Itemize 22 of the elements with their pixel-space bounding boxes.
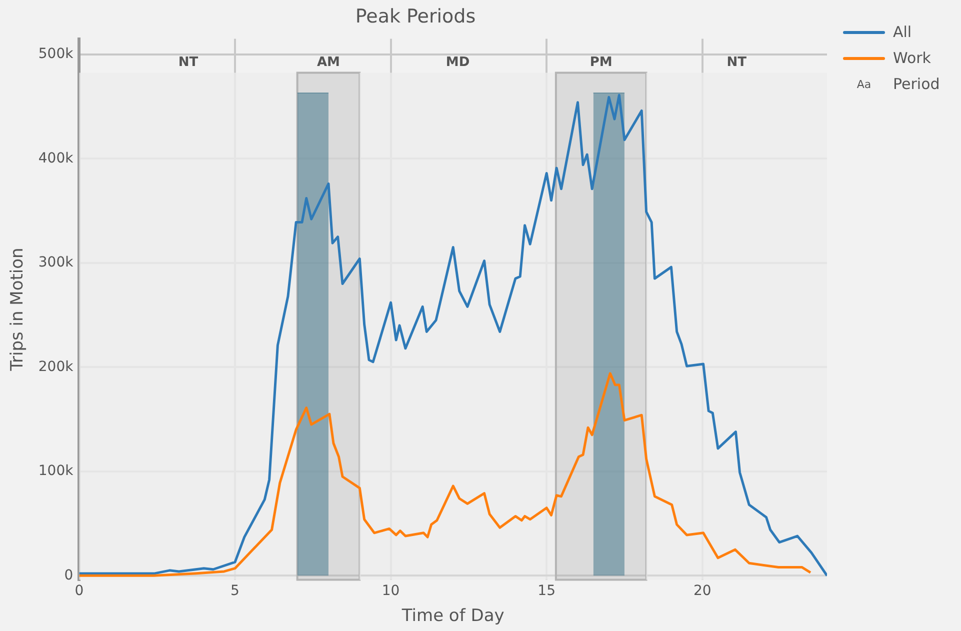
- text: Period: [893, 75, 940, 93]
- text: Aa: [856, 78, 872, 90]
- y-tick-label: 100k: [38, 463, 74, 480]
- x-tick-label: 15: [538, 582, 556, 599]
- x-axis-title: Time of Day: [400, 606, 504, 626]
- band-label: PM: [590, 55, 612, 70]
- y-tick-label: 500k: [38, 46, 74, 62]
- band-label: MD: [446, 55, 470, 70]
- band-label: NT: [178, 55, 198, 70]
- band-label: AM: [316, 55, 340, 70]
- y-axis-title: Trips in Motion: [8, 248, 28, 372]
- band-label: NT: [726, 55, 747, 70]
- y-tick-label: 400k: [38, 150, 74, 166]
- legend-label: Work: [893, 49, 931, 67]
- y-tick-label: 200k: [38, 358, 74, 375]
- x-tick-label: 10: [382, 582, 400, 599]
- y-tick-label: 300k: [38, 254, 74, 271]
- legend-label: All: [893, 23, 912, 41]
- chart-title: Peak Periods: [355, 5, 476, 28]
- y-tick-label: 0: [64, 567, 74, 584]
- x-tick-label: 5: [230, 582, 240, 599]
- x-tick-label: 20: [693, 582, 712, 599]
